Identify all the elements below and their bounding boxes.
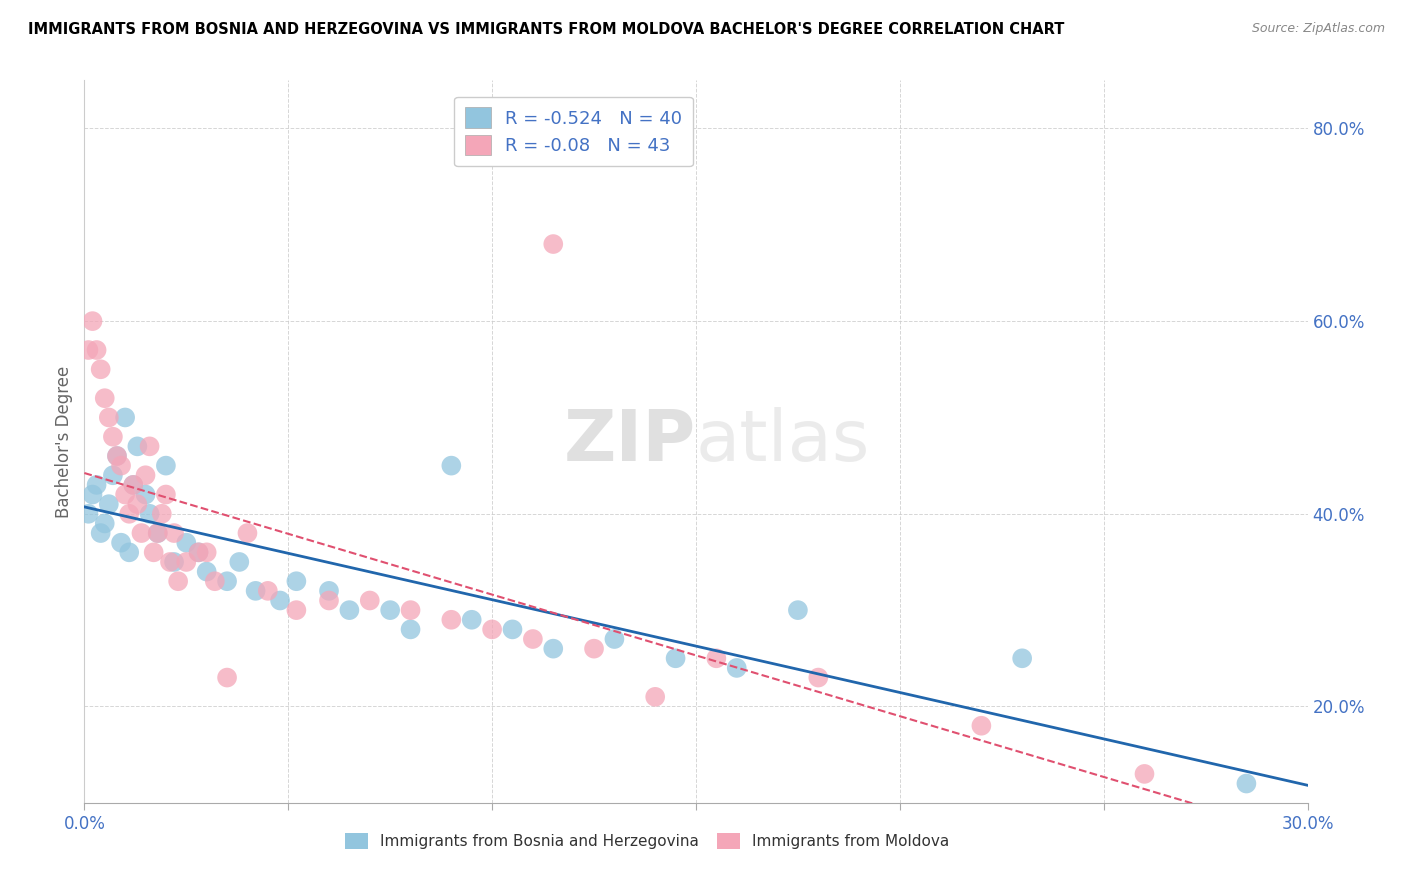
Point (665, 651, 688, 665)
Point (167, 574, 190, 589)
Point (318, 593, 340, 607)
Point (236, 526, 259, 541)
Point (807, 671, 830, 685)
Point (122, 478, 145, 492)
Point (82, 314, 104, 328)
Point (217, 671, 239, 685)
Point (787, 603, 810, 617)
Point (522, 632, 544, 646)
Point (461, 613, 484, 627)
Point (725, 661, 748, 675)
Text: atlas: atlas (696, 407, 870, 476)
Point (163, 555, 186, 569)
Point (603, 632, 626, 646)
Point (135, 487, 157, 501)
Point (399, 603, 422, 617)
Point (583, 641, 606, 656)
Point (105, 449, 128, 463)
Point (135, 468, 157, 483)
Point (1133, 767, 1156, 781)
Point (86, 343, 108, 357)
Point (118, 545, 141, 559)
Point (82, 487, 104, 501)
Point (77, 343, 100, 357)
Point (706, 651, 728, 665)
Point (644, 690, 666, 704)
Point (90, 526, 112, 541)
Point (285, 603, 308, 617)
Point (187, 545, 209, 559)
Point (114, 410, 136, 425)
Text: Source: ZipAtlas.com: Source: ZipAtlas.com (1251, 22, 1385, 36)
Point (380, 603, 402, 617)
Point (318, 583, 340, 598)
Text: ZIP: ZIP (564, 407, 696, 476)
Legend: Immigrants from Bosnia and Herzegovina, Immigrants from Moldova: Immigrants from Bosnia and Herzegovina, … (337, 825, 957, 856)
Point (245, 583, 267, 598)
Point (127, 439, 149, 453)
Point (127, 497, 149, 511)
Point (90, 362, 112, 376)
Point (187, 545, 209, 559)
Point (502, 623, 524, 637)
Point (138, 439, 160, 453)
Point (93, 391, 115, 405)
Point (159, 555, 181, 569)
Point (142, 545, 165, 559)
Point (440, 458, 463, 473)
Point (359, 593, 381, 607)
Point (155, 487, 177, 501)
Point (93, 516, 115, 531)
Point (77, 507, 100, 521)
Point (204, 574, 226, 589)
Point (163, 526, 186, 541)
Point (122, 478, 145, 492)
Point (155, 458, 177, 473)
Point (1011, 651, 1033, 665)
Point (1236, 776, 1258, 790)
Point (285, 574, 308, 589)
Point (97, 410, 120, 425)
Point (138, 507, 160, 521)
Point (174, 555, 197, 569)
Point (195, 565, 218, 579)
Point (269, 593, 291, 607)
Point (131, 526, 153, 541)
Point (481, 623, 503, 637)
Point (97, 497, 120, 511)
Y-axis label: Bachelor's Degree: Bachelor's Degree (55, 366, 73, 517)
Point (110, 535, 132, 549)
Point (101, 468, 124, 483)
Point (339, 603, 361, 617)
Point (543, 641, 565, 656)
Point (228, 555, 250, 569)
Point (105, 449, 128, 463)
Point (543, 237, 565, 252)
Text: IMMIGRANTS FROM BOSNIA AND HERZEGOVINA VS IMMIGRANTS FROM MOLDOVA BACHELOR'S DEG: IMMIGRANTS FROM BOSNIA AND HERZEGOVINA V… (28, 22, 1064, 37)
Point (440, 613, 463, 627)
Point (146, 526, 169, 541)
Point (150, 507, 173, 521)
Point (86, 478, 108, 492)
Point (114, 487, 136, 501)
Point (146, 526, 169, 541)
Point (118, 507, 141, 521)
Point (257, 583, 280, 598)
Point (970, 719, 993, 733)
Point (101, 430, 124, 444)
Point (195, 545, 218, 559)
Point (399, 623, 422, 637)
Point (217, 574, 239, 589)
Point (174, 535, 197, 549)
Point (110, 458, 132, 473)
